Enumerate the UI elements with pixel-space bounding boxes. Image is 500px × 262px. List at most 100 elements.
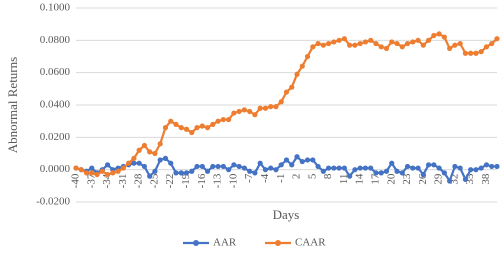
data-point (252, 170, 258, 176)
data-point (162, 125, 169, 131)
y-tick-label: 0.0400 (40, 99, 71, 111)
data-point (447, 178, 453, 184)
data-point (189, 129, 195, 136)
data-point (394, 168, 400, 174)
data-point (257, 160, 263, 166)
data-point (110, 170, 116, 176)
data-point (425, 37, 432, 43)
data-point (252, 112, 258, 118)
data-point (468, 167, 474, 173)
x-tick-label: 17 (369, 173, 381, 185)
data-point (326, 40, 332, 47)
y-axis-title: Abnormal Returns (5, 57, 20, 153)
data-point (141, 163, 148, 170)
data-point (83, 170, 90, 176)
x-tick-label: 29 (433, 173, 445, 185)
data-point (489, 163, 495, 170)
x-tick-label: -16 (196, 173, 208, 188)
data-point (120, 165, 126, 171)
data-point (362, 39, 369, 45)
data-point (431, 32, 437, 39)
x-tick-label: 38 (480, 173, 492, 185)
data-point (215, 163, 221, 170)
x-axis-title: Days (273, 207, 300, 222)
data-point (341, 165, 347, 171)
data-point (152, 150, 158, 157)
x-tick-label: -7 (243, 173, 255, 183)
y-tick-label: 0.0600 (40, 66, 71, 78)
data-point (115, 168, 121, 174)
data-point (157, 157, 163, 163)
data-point (136, 160, 142, 166)
data-point (410, 39, 416, 45)
data-point (468, 50, 474, 56)
data-point (262, 105, 269, 111)
y-tick-label: 0.0000 (40, 163, 71, 175)
data-point (126, 160, 132, 166)
data-point (420, 42, 426, 48)
data-point (173, 121, 179, 127)
data-point (452, 42, 458, 48)
data-point (478, 49, 484, 55)
data-point (247, 108, 253, 115)
data-point (299, 63, 305, 69)
data-point (178, 170, 184, 176)
data-point (331, 39, 337, 45)
data-point (347, 42, 353, 48)
data-point (452, 163, 458, 170)
x-tick-label: 32 (448, 174, 460, 185)
data-point (220, 163, 226, 170)
data-point (236, 163, 242, 170)
data-point (273, 167, 279, 173)
legend-label: AAR (213, 237, 237, 249)
data-point (215, 118, 221, 124)
data-point (136, 147, 142, 153)
x-tick-label: -13 (212, 173, 224, 188)
data-point (373, 170, 379, 176)
data-point (104, 162, 111, 168)
data-point (241, 107, 247, 113)
data-point (357, 165, 363, 171)
data-point (436, 165, 442, 171)
x-tick-label: -28 (133, 173, 145, 188)
data-point (247, 168, 253, 174)
data-point (494, 163, 500, 170)
data-point (389, 39, 395, 45)
data-point (157, 141, 163, 147)
data-point (99, 168, 105, 174)
x-tick-label: -31 (117, 174, 129, 189)
data-point (494, 36, 500, 42)
data-point (415, 165, 421, 171)
data-point (199, 123, 205, 129)
data-point (357, 40, 363, 47)
data-point (441, 34, 447, 40)
data-point (89, 165, 95, 171)
data-point (278, 162, 284, 168)
data-point (299, 158, 305, 165)
data-point (373, 40, 379, 47)
data-point (89, 170, 95, 176)
data-point (462, 50, 469, 56)
data-point (336, 165, 342, 171)
data-point (162, 155, 169, 161)
data-point (326, 165, 332, 171)
data-point (473, 167, 479, 173)
data-point (194, 125, 200, 131)
data-point (404, 163, 411, 170)
data-point (236, 108, 242, 115)
data-point (278, 99, 284, 105)
data-point (147, 173, 153, 179)
x-tick-label: -22 (164, 174, 176, 189)
x-tick-label: 26 (417, 173, 429, 185)
data-point (289, 162, 295, 168)
x-tick-label: 8 (322, 173, 334, 179)
x-tick-label: -37 (85, 173, 97, 188)
x-tick-label: 11 (338, 174, 350, 185)
data-point (231, 162, 237, 168)
data-point (320, 42, 326, 48)
data-point (78, 167, 84, 173)
data-point (341, 36, 347, 42)
data-point (210, 121, 216, 127)
data-point (489, 40, 495, 47)
data-point (273, 104, 279, 110)
